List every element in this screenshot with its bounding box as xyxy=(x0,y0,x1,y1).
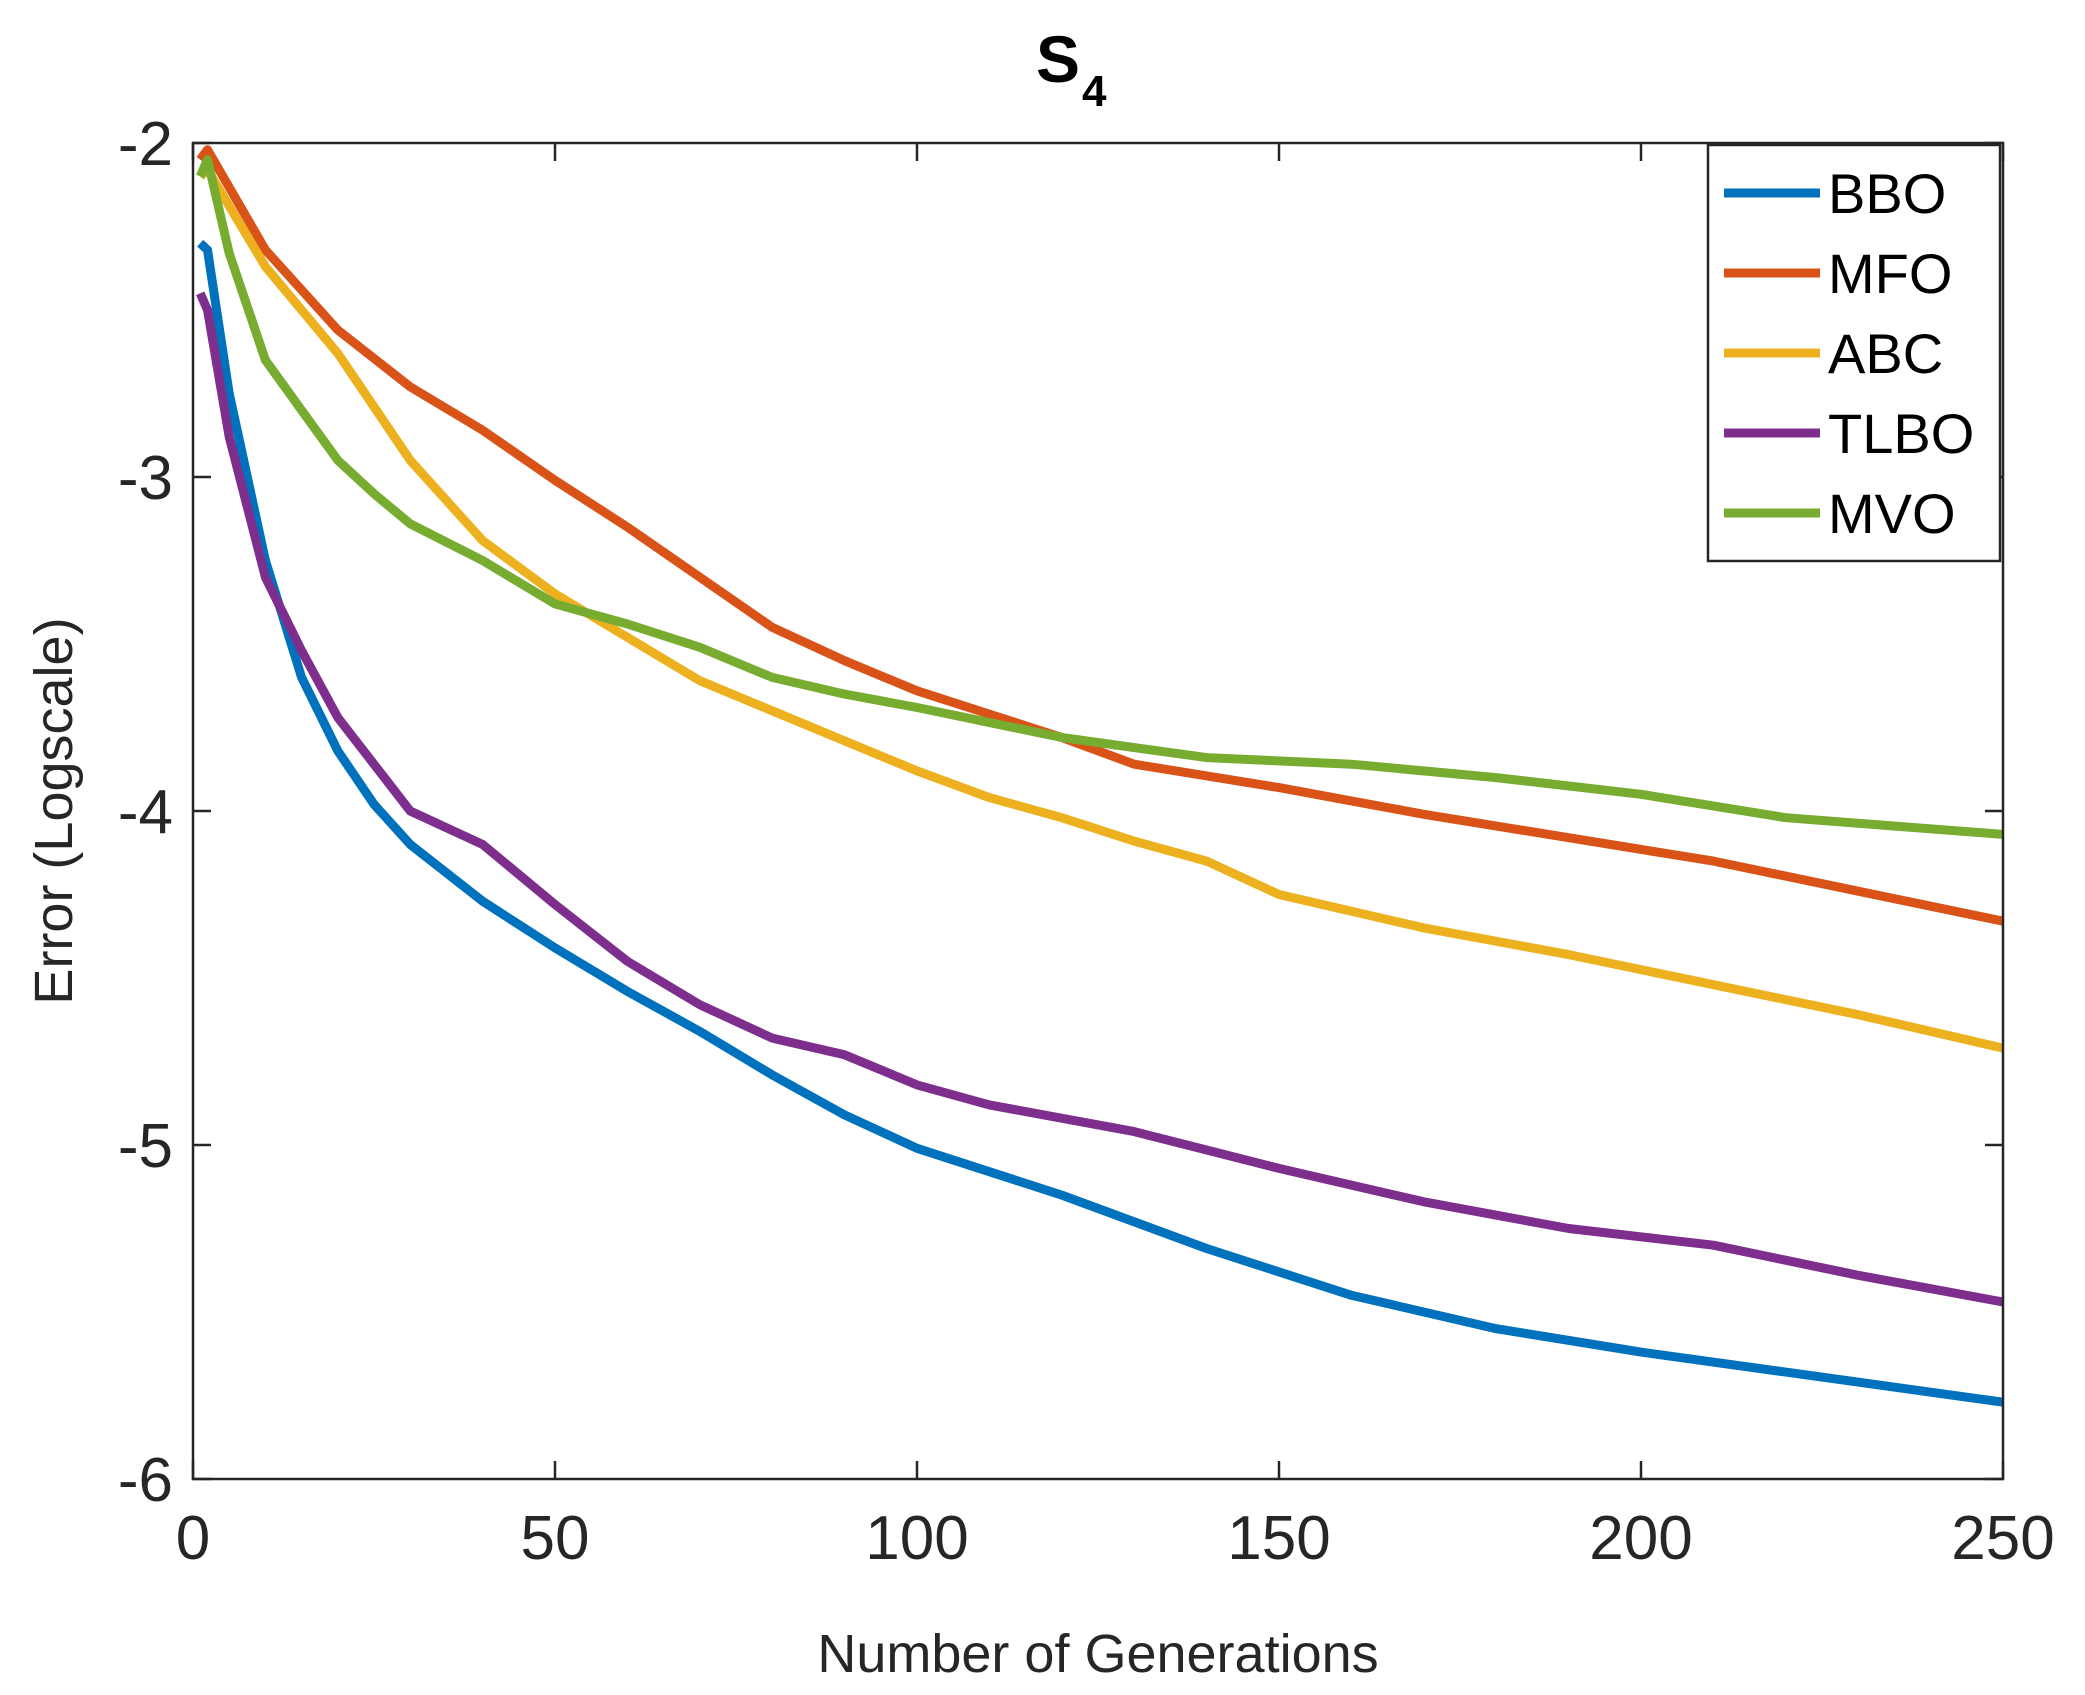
y-axis-label: Error (Logscale) xyxy=(24,617,84,1004)
y-tick-label: -5 xyxy=(118,1112,173,1181)
series-line-tlbo xyxy=(196,291,2004,1307)
x-tick-label: 50 xyxy=(521,1504,590,1573)
series-layer xyxy=(196,145,2005,1407)
y-tick-label: -3 xyxy=(118,444,173,513)
legend-label: BBO xyxy=(1828,162,1946,225)
x-tick-label: 100 xyxy=(865,1504,968,1573)
legend-item-abc: ABC xyxy=(1724,322,1943,385)
series-line-mvo xyxy=(196,155,2004,839)
legend-label: MVO xyxy=(1828,482,1956,545)
legend-items: BBO MFO ABC TLBO MVO xyxy=(1724,162,1974,545)
y-axis-ticks: -2 -3 -4 -5 -6 xyxy=(118,110,2003,1515)
x-tick-label: 150 xyxy=(1227,1504,1330,1573)
chart-title: S 4 xyxy=(1036,22,1107,116)
x-axis-label: Number of Generations xyxy=(817,1624,1378,1684)
x-tick-label: 0 xyxy=(176,1504,210,1573)
chart-title-main: S xyxy=(1036,22,1080,96)
chart-title-subscript: 4 xyxy=(1082,67,1107,116)
y-tick-label: -6 xyxy=(118,1446,173,1515)
legend-label: TLBO xyxy=(1828,402,1974,465)
x-tick-label: 200 xyxy=(1589,1504,1692,1573)
x-axis-ticks: 0 50 100 150 200 250 xyxy=(176,143,2055,1573)
legend-label: MFO xyxy=(1828,242,1952,305)
legend-item-tlbo: TLBO xyxy=(1724,402,1974,465)
series-line-mfo xyxy=(196,145,2004,926)
legend-item-mvo: MVO xyxy=(1724,482,1956,545)
legend: BBO MFO ABC TLBO MVO xyxy=(1706,143,2002,563)
y-tick-label: -2 xyxy=(118,110,173,179)
x-tick-label: 250 xyxy=(1951,1504,2054,1573)
legend-item-bbo: BBO xyxy=(1724,162,1946,225)
legend-label: ABC xyxy=(1828,322,1943,385)
legend-item-mfo: MFO xyxy=(1724,242,1952,305)
series-line-abc xyxy=(197,165,2005,1053)
y-tick-label: -4 xyxy=(118,778,173,847)
